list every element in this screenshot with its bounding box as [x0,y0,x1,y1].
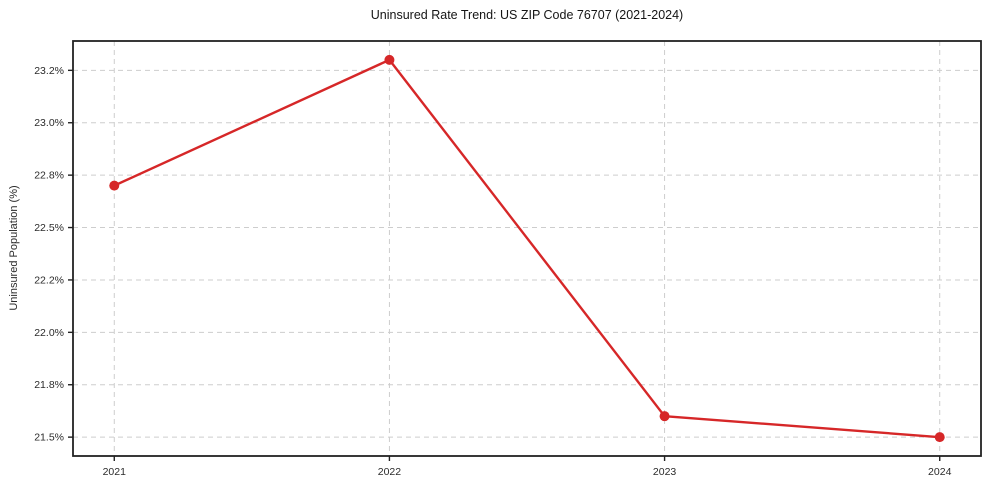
x-tick-label: 2023 [653,466,677,478]
data-point-marker [109,180,120,191]
y-tick-label: 21.8% [34,379,64,391]
y-axis-label: Uninsured Population (%) [8,185,20,311]
data-point-marker [659,411,670,422]
y-tick-label: 22.0% [34,327,64,339]
data-point-marker [934,432,945,443]
y-tick-label: 23.2% [34,65,64,77]
y-tick-label: 22.5% [34,222,64,234]
x-tick-label: 2022 [378,466,402,478]
chart-title: Uninsured Rate Trend: US ZIP Code 76707 … [370,8,684,22]
y-tick-label: 22.2% [34,274,64,286]
x-tick-label: 2021 [103,466,127,478]
data-point-marker [384,54,395,65]
trend-line [113,58,941,439]
x-tick-label: 2024 [928,466,952,478]
y-tick-label: 21.5% [34,432,64,444]
y-tick-label: 23.0% [34,117,64,129]
plot-border [72,40,982,457]
y-tick-label: 22.8% [34,170,64,182]
